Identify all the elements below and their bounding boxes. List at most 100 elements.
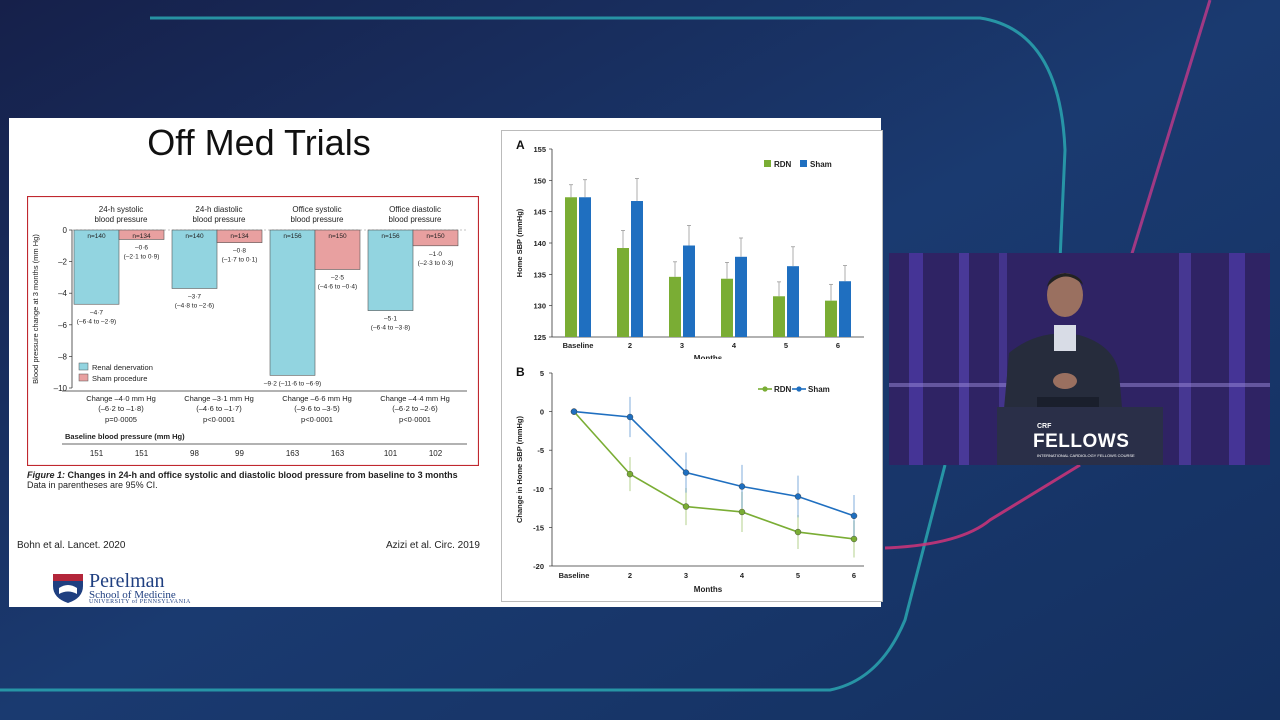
figure1-group-title: blood pressure [95, 215, 148, 224]
panel-b-point-rdn [626, 470, 634, 478]
figure1-group-title: blood pressure [193, 215, 246, 224]
panel-b-x-tick-label: 2 [628, 571, 632, 580]
decor-teal-line [0, 464, 947, 692]
figure1-legend-swatch-sham [78, 373, 89, 382]
panel-b-y-axis-label: Change in Home SBP (mmHg) [515, 416, 524, 523]
figure1-value-rdn: –4·7 [90, 309, 103, 316]
panel-a-letter: A [516, 138, 525, 152]
logo-name: Perelman [89, 570, 165, 592]
figure1-value-sham: –1·0 [429, 251, 442, 258]
panel-b-point-sham [682, 469, 690, 476]
panel-a-y-tick-label: 135 [533, 270, 546, 279]
panel-b-line-chart: B 5 0 -5 -10 -15 -20 Change in Home SBP (mmHg) B… [515, 365, 864, 594]
figure1-value-rdn: –9·2 (–11·6 to –6·9) [264, 380, 321, 387]
panel-b-point-sham [570, 408, 578, 415]
figure1-change-ci: (–9·6 to –3·5) [294, 404, 340, 413]
figure1-y-tick-label: –4 [58, 289, 67, 298]
panel-b-x-tick-label: Baseline [559, 571, 590, 580]
figure1-baseline-sham: 163 [331, 449, 345, 458]
figure1-bar-sham [118, 229, 165, 240]
fellows-label: FELLOWS [1033, 431, 1130, 452]
panel-b-y-tick-label: -10 [533, 485, 544, 494]
figure1-bar-sham [412, 229, 459, 247]
figure1-change: Change –4·0 mm Hg [86, 394, 156, 403]
figure1-baseline-label: Baseline blood pressure (mm Hg) [65, 432, 185, 441]
figure1-legend-swatch-rdn [78, 362, 89, 371]
figure1-value-rdn: –3·7 [188, 293, 201, 300]
panel-a-bar-rdn [825, 300, 837, 337]
figure1-bar-rdn [171, 229, 218, 289]
panel-b-point-sham [626, 413, 634, 421]
figure1-ci-sham: (–2·1 to 0·9) [124, 253, 160, 260]
panel-a-bar-sham [839, 281, 851, 337]
panel-a-y-tick-label: 155 [533, 145, 546, 154]
figure1-change: Change –3·1 mm Hg [184, 394, 254, 403]
panel-a-y-tick-label: 130 [533, 302, 546, 311]
panel-a-y-tick-label: 140 [533, 239, 546, 248]
panel-b-y-tick-label: -5 [537, 446, 544, 455]
figure1-n-label-sham: n=134 [132, 233, 151, 240]
figure1-change-ci: (–6·2 to –1·8) [98, 404, 144, 413]
panel-a-x-tick-label: 6 [836, 341, 840, 350]
penn-shield-logo [53, 574, 83, 603]
figure1-ci-sham: (–2·3 to 0·3) [418, 260, 454, 267]
panel-a-y-tick-label: 145 [533, 208, 546, 217]
panel-b-x-tick-label: 6 [852, 571, 856, 580]
figure1-group-title: 24-h diastolic [195, 205, 242, 214]
figure1-n-label-rdn: n=156 [283, 233, 302, 240]
panel-a-x-tick-label: 4 [732, 341, 737, 350]
panel-a-legend-swatch-sham [800, 160, 807, 167]
panel-a-bar-chart: A 125 130 135 140 145 150 155 Home SBP (mmHg) Bas… [515, 138, 864, 359]
figure1-bar-rdn [269, 229, 316, 376]
panel-a-bar-sham [631, 201, 643, 337]
figure1-baseline-rdn: 98 [190, 449, 199, 458]
panel-a-bar-rdn [773, 296, 785, 337]
slide-title: Off Med Trials [147, 122, 371, 163]
figure1-caption-note: Data in parentheses are 95% CI. [27, 480, 158, 490]
figure1-p-value: p=0·0005 [105, 415, 137, 424]
figure1-y-tick-label: –8 [58, 352, 67, 361]
slide: Off Med Trials 0 –2 –4 –6 –8 –10 Blood pressur… [9, 118, 883, 607]
figure1-n-label-rdn: n=140 [185, 233, 204, 240]
figure1-baseline-sham: 151 [135, 449, 149, 458]
figure1-y-tick-label: –6 [58, 321, 67, 330]
decor-teal-arc [150, 16, 1067, 261]
figure1-group-title: blood pressure [389, 215, 442, 224]
panel-a-bar-sham [787, 266, 799, 337]
panel-b-x-tick-label: 4 [740, 571, 745, 580]
figure1-group-title: blood pressure [291, 215, 344, 224]
citation-left: Bohn et al. Lancet. 2020 [17, 540, 126, 551]
figure1-ci-rdn: (–6·4 to –2·9) [77, 318, 116, 325]
figure1-value-sham: –2·5 [331, 275, 344, 282]
panel-a-bar-rdn [565, 197, 577, 337]
figure1-bar-sham [216, 229, 263, 243]
panel-a-legend-rdn: RDN [774, 160, 792, 169]
logo-subtitle: School of Medicine [89, 589, 176, 601]
panel-b-point-rdn [850, 535, 858, 543]
panel-b-y-tick-label: 0 [540, 408, 544, 417]
speaker-video: CRF FELLOWS INTERNATIONAL CARDIOLOGY FEL… [889, 253, 1270, 465]
panel-a-bar-rdn [721, 278, 733, 337]
panel-b-legend-sham: Sham [808, 385, 830, 394]
panel-b-x-axis-label: Months [694, 585, 723, 594]
figure1-bar-rdn [367, 229, 414, 311]
panel-a-y-tick-label: 150 [533, 176, 546, 185]
panel-b-x-tick-label: 5 [796, 571, 800, 580]
panel-b-line-rdn [573, 411, 855, 540]
logo-university: UNIVERSITY of PENNSYLVANIA [89, 599, 191, 605]
panel-b-point-rdn [794, 528, 802, 536]
figure1-legend-rdn: Renal denervation [92, 363, 153, 372]
panel-b-point-sham [738, 483, 746, 490]
figure1-change-ci: (–4·6 to –1·7) [196, 404, 242, 413]
figure1-change: Change –6·6 mm Hg [282, 394, 352, 403]
decor-pink-arc [884, 463, 1081, 550]
figure1-n-label-rdn: n=156 [381, 233, 400, 240]
figure1-frame [27, 196, 479, 466]
panel-a-legend-sham: Sham [810, 160, 832, 169]
figure1-change-ci: (–6·2 to –2·6) [392, 404, 438, 413]
figure1-group-title: 24-h systolic [99, 205, 143, 214]
crf-label: CRF [1037, 423, 1052, 430]
panel-a-x-axis-label: Months [694, 354, 723, 359]
figure1-y-tick-label: 0 [63, 226, 68, 235]
panel-a-x-tick-label: 3 [680, 341, 684, 350]
